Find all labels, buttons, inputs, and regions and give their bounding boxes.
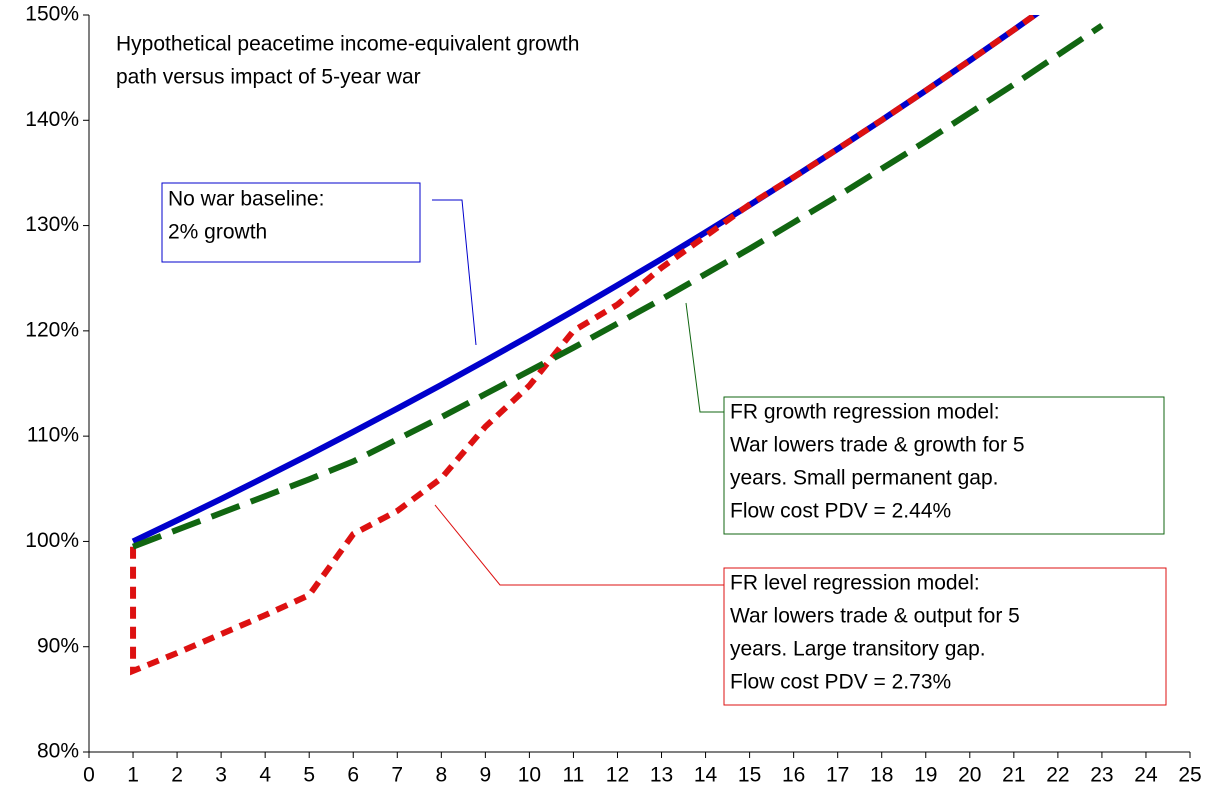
x-tick-label: 11: [563, 764, 585, 787]
x-tick-label: 6: [347, 764, 359, 787]
y-tick-label: 110%: [27, 424, 79, 447]
annotation-text: FR level regression model:: [730, 572, 980, 595]
annotation-text: 2% growth: [168, 221, 267, 244]
annotation-text: War lowers trade & output for 5: [730, 605, 1020, 628]
leader-line: [432, 199, 477, 346]
x-tick-label: 5: [303, 764, 315, 787]
leader-line: [685, 302, 724, 413]
plot-lines: [130, 15, 1104, 676]
y-tick-label: 130%: [25, 213, 79, 236]
annotation-text: Flow cost PDV = 2.73%: [730, 671, 951, 694]
x-tick-label: 20: [958, 764, 981, 787]
annotation-text: years. Large transitory gap.: [730, 638, 986, 661]
x-tick-label: 12: [606, 764, 629, 787]
annotation-box: [723, 567, 1167, 706]
annotation-text: FR growth regression model:: [730, 401, 1000, 424]
annotation-box: [723, 396, 1165, 535]
y-tick-label: 100%: [25, 529, 79, 552]
x-tick-label: 8: [435, 764, 447, 787]
annotation-text: No war baseline:: [168, 188, 324, 211]
x-tick-label: 0: [83, 764, 95, 787]
x-tick-label: 24: [1134, 764, 1158, 787]
y-tick-label: 150%: [25, 3, 79, 26]
x-tick-label: 1: [127, 764, 139, 787]
x-tick-label: 18: [870, 764, 893, 787]
x-tick-label: 14: [694, 764, 718, 787]
series-line: [131, 23, 1104, 550]
x-tick-label: 25: [1178, 764, 1201, 787]
x-tick-label: 7: [391, 764, 403, 787]
chart-title: path versus impact of 5-year war: [116, 66, 421, 89]
y-tick-label: 140%: [25, 108, 79, 131]
y-tick-label: 120%: [25, 318, 79, 341]
x-tick-label: 22: [1046, 764, 1069, 787]
x-tick-label: 17: [826, 764, 849, 787]
series-line: [130, 15, 1040, 676]
x-tick-label: 23: [1090, 764, 1113, 787]
x-tick-label: 15: [738, 764, 761, 787]
x-tick-label: 19: [914, 764, 937, 787]
x-tick-label: 9: [480, 764, 492, 787]
annotation-box: [161, 182, 421, 263]
x-tick-label: 3: [215, 764, 227, 787]
annotation-text: War lowers trade & growth for 5: [730, 434, 1025, 457]
annotation-text: Flow cost PDV = 2.44%: [730, 500, 951, 523]
x-tick-label: 4: [259, 764, 271, 787]
chart-title: Hypothetical peacetime income-equivalent…: [116, 33, 579, 56]
y-tick-label: 80%: [37, 740, 79, 763]
x-tick-label: 10: [518, 764, 541, 787]
leader-line: [434, 504, 724, 586]
x-tick-label: 16: [782, 764, 805, 787]
series-line: [131, 15, 1040, 545]
x-tick-label: 2: [171, 764, 183, 787]
x-tick-label: 21: [1002, 764, 1025, 787]
annotation-text: years. Small permanent gap.: [730, 467, 998, 490]
x-tick-label: 13: [650, 764, 673, 787]
y-tick-label: 90%: [37, 634, 79, 657]
